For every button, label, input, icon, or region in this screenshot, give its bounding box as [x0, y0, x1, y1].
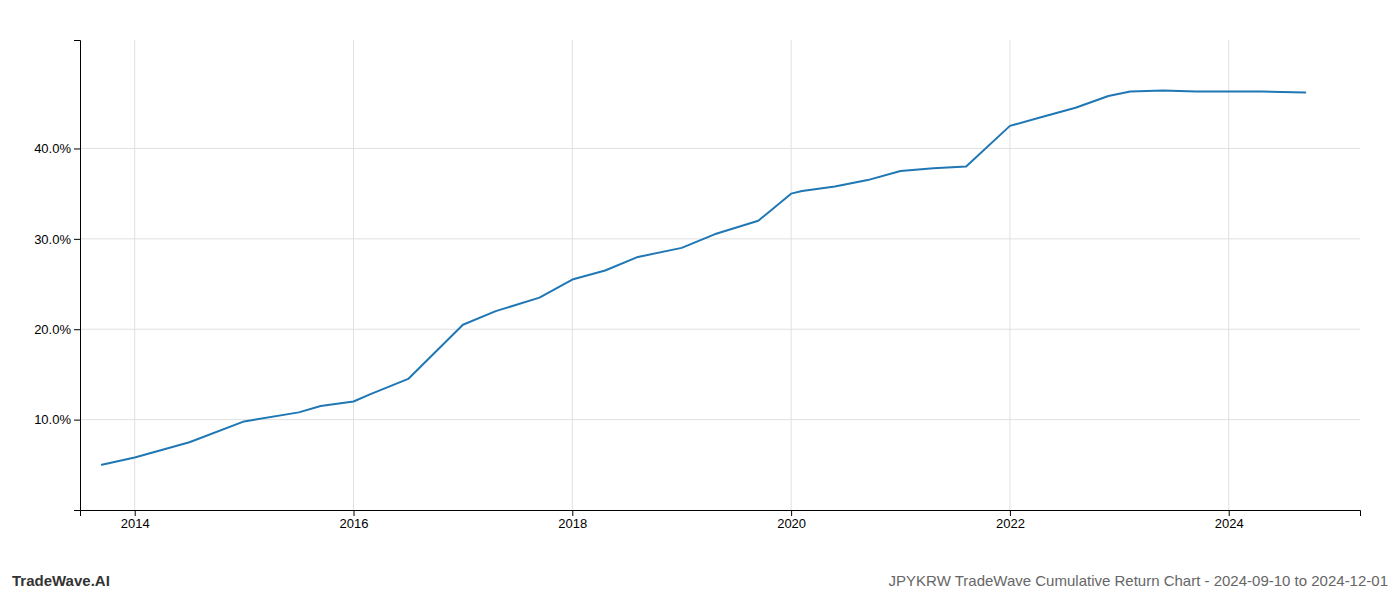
x-tick-mark [354, 510, 355, 516]
x-tick-mark [791, 510, 792, 516]
y-axis-line [74, 41, 81, 511]
x-tick-mark [1010, 510, 1011, 516]
grid-line-y [80, 238, 1360, 239]
y-tick-mark [74, 420, 80, 421]
y-tick-mark [74, 148, 80, 149]
marks [102, 91, 1305, 465]
y-tick: 30.0% [34, 232, 80, 247]
x-tick-mark [135, 510, 136, 516]
y-tick: 20.0% [34, 322, 80, 337]
x-tick-label: 2016 [340, 516, 369, 531]
y-axis: 10.0% 20.0% 30.0% 40.0% [34, 41, 80, 511]
grid-line-x [1228, 40, 1229, 510]
x-tick-label: 2018 [558, 516, 587, 531]
x-tick-mark [1229, 510, 1230, 516]
x-axis: 2014 2016 2018 2020 2022 2024 [81, 510, 1361, 531]
grid-line-x [791, 40, 792, 510]
x-tick: 2022 [996, 510, 1025, 531]
grid-line-y [80, 148, 1360, 149]
x-tick-label: 2024 [1215, 516, 1244, 531]
y-tick-label: 20.0% [34, 322, 71, 337]
y-tick-mark [74, 329, 80, 330]
grid-line-x [134, 40, 135, 510]
x-tick-label: 2022 [996, 516, 1025, 531]
y-tick-label: 30.0% [34, 232, 71, 247]
x-tick: 2024 [1215, 510, 1244, 531]
x-tick-label: 2014 [121, 516, 150, 531]
x-axis-line [81, 511, 1361, 517]
y-tick: 40.0% [34, 141, 80, 156]
grid-line-y [80, 419, 1360, 420]
grid [80, 40, 1360, 510]
x-tick: 2014 [121, 510, 150, 531]
title: JPYKRW TradeWave Cumulative Return Chart… [889, 572, 1388, 589]
x-tick-mark [572, 510, 573, 516]
x-tick: 2018 [558, 510, 587, 531]
y-tick-mark [74, 239, 80, 240]
grid-line-x [1009, 40, 1010, 510]
grid-line-x [353, 40, 354, 510]
watermark: TradeWave.AI [12, 572, 110, 589]
x-tick-label: 2020 [777, 516, 806, 531]
x-tick: 2016 [340, 510, 369, 531]
x-tick: 2020 [777, 510, 806, 531]
y-tick-label: 40.0% [34, 141, 71, 156]
y-tick-label: 10.0% [34, 412, 71, 427]
grid-line-x [572, 40, 573, 510]
y-tick: 10.0% [34, 412, 80, 427]
line [102, 91, 1305, 465]
grid-line-y [80, 329, 1360, 330]
plot: 2014 2016 2018 2020 2022 2024 10.0% 20.0% 30.0% 4… [34, 40, 1360, 531]
chart: 2014 2016 2018 2020 2022 2024 10.0% 20.0% 30.0% 4… [0, 0, 1400, 600]
